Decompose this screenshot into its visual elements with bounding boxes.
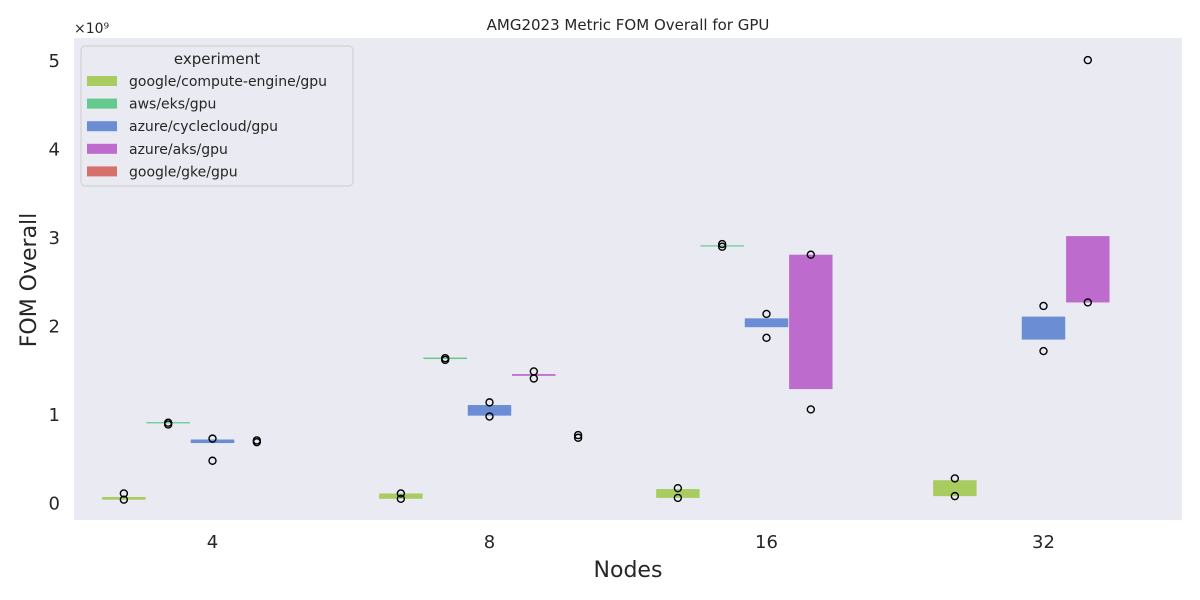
outlier-point — [119, 489, 129, 498]
x-axis-label: Nodes — [594, 558, 663, 583]
y-tick-label: 1 — [49, 405, 60, 426]
outlier-point — [717, 242, 727, 251]
y-tick-label: 3 — [49, 228, 60, 249]
outlier-point — [806, 250, 816, 259]
box-series — [102, 55, 1110, 504]
y-tick-label: 4 — [49, 140, 60, 161]
outlier-point — [573, 430, 583, 440]
legend-swatch — [87, 121, 117, 132]
outlier-point — [1039, 346, 1048, 356]
x-tick-label: 4 — [207, 532, 218, 553]
legend-entry: azure/cyclecloud/gpu — [129, 119, 278, 135]
outlier-point — [208, 456, 217, 465]
outlier-point — [1083, 298, 1093, 307]
x-tick-label: 32 — [1032, 532, 1055, 553]
legend-frame — [80, 45, 354, 187]
outlier-point — [529, 374, 539, 383]
box-3-3 — [1066, 236, 1110, 303]
outlier-point — [485, 398, 494, 407]
outlier-point — [163, 420, 173, 429]
outlier-point — [119, 495, 129, 504]
outlier-point — [573, 433, 583, 442]
y-tick-label: 0 — [49, 493, 60, 514]
outlier-point — [396, 494, 406, 503]
outlier-point — [252, 437, 262, 447]
y-multiplier-label: ×10⁹ — [74, 21, 110, 37]
legend-entry: aws/eks/gpu — [129, 97, 216, 113]
legend-entry: azure/aks/gpu — [129, 142, 228, 158]
outlier-point — [673, 483, 683, 493]
y-axis-ticks: 0 1 2 3 4 5 — [49, 51, 60, 514]
y-tick-label: 5 — [49, 51, 60, 72]
legend-swatch — [87, 98, 117, 109]
legend-entry: google/compute-engine/gpu — [129, 74, 327, 90]
x-axis-ticks: 4 8 16 32 — [207, 532, 1055, 553]
legend-swatch — [87, 76, 117, 86]
y-axis-label: FOM Overall — [17, 213, 42, 348]
outlier-point — [208, 434, 217, 443]
outlier-point — [1039, 301, 1048, 311]
chart-title: AMG2023 Metric FOM Overall for GPU — [487, 16, 770, 34]
legend-title: experiment — [174, 50, 260, 68]
outlier-point — [950, 491, 960, 501]
outlier-point — [762, 333, 771, 343]
box-0-3 — [933, 480, 977, 497]
outlier-point — [673, 493, 683, 503]
outlier-point — [717, 239, 727, 249]
legend-swatch — [87, 166, 117, 177]
legend-entry: google/gke/gpu — [129, 164, 238, 180]
legend-swatch — [87, 143, 117, 154]
x-tick-label: 16 — [755, 532, 778, 553]
outlier-point — [762, 309, 771, 319]
y-tick-label: 2 — [49, 316, 60, 337]
outlier-point — [806, 405, 816, 414]
outlier-point — [950, 474, 960, 483]
outlier-point — [440, 355, 450, 365]
box-3-2 — [789, 254, 833, 390]
legend: experiment google/compute-engine/gpu aws/… — [80, 45, 354, 187]
outlier-point — [485, 412, 494, 421]
outlier-point — [396, 489, 406, 498]
x-tick-label: 8 — [484, 532, 495, 553]
outlier-point — [1083, 55, 1093, 65]
